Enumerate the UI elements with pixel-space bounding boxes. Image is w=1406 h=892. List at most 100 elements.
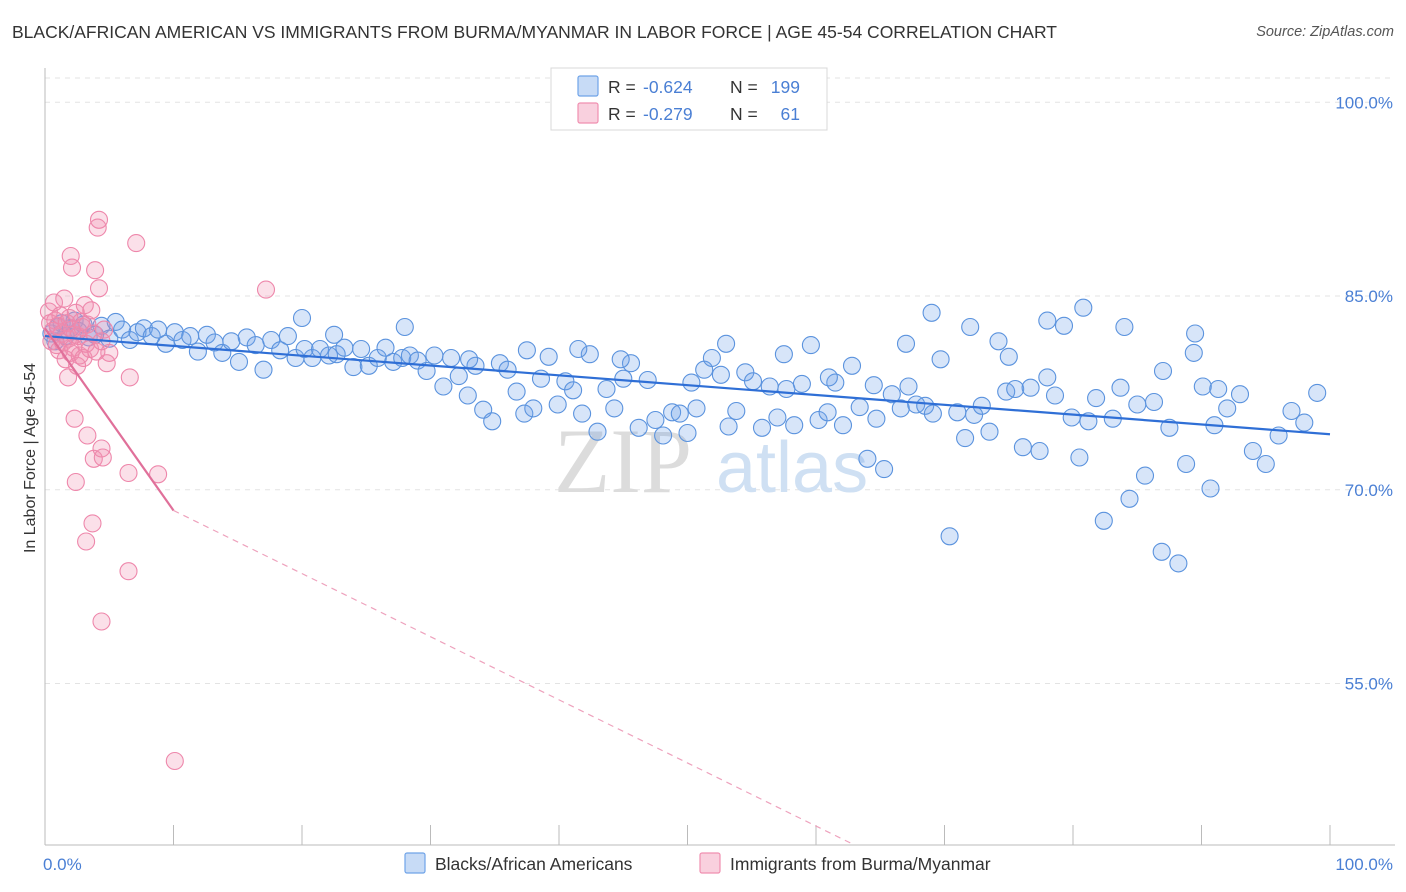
- blacks-point: [922, 303, 941, 322]
- blacks-point: [1160, 418, 1179, 437]
- blacks-point: [682, 373, 701, 392]
- blacks-point: [931, 350, 950, 369]
- blacks-point: [891, 399, 910, 418]
- burma-point: [78, 426, 97, 445]
- blacks-point: [1308, 383, 1327, 402]
- blacks-point: [1038, 368, 1057, 387]
- y-tick-label: 85.0%: [1345, 287, 1393, 306]
- burma-point: [86, 261, 105, 280]
- blacks-point: [580, 345, 599, 364]
- blacks-point: [1230, 385, 1250, 404]
- blacks-point: [1295, 413, 1314, 432]
- blacks-point: [1201, 479, 1220, 498]
- blacks-point: [896, 334, 916, 353]
- blacks-point: [611, 350, 630, 369]
- watermark: ZIP atlas: [554, 410, 868, 512]
- blacks-point: [229, 352, 249, 371]
- x-axis-tick-labels: 0.0% 100.0%: [43, 855, 1393, 874]
- blacks-point: [548, 395, 567, 414]
- blacks-point: [629, 418, 648, 437]
- blacks-point: [999, 347, 1018, 366]
- blacks-point: [1062, 408, 1081, 427]
- blacks-point: [980, 422, 999, 441]
- blacks-point: [278, 327, 297, 346]
- burma-point: [65, 409, 84, 428]
- bottom-legend-swatch-burma: [699, 852, 721, 874]
- chart-title: BLACK/AFRICAN AMERICAN VS IMMIGRANTS FRO…: [12, 22, 1057, 42]
- blacks-point: [727, 401, 746, 421]
- blacks-point: [752, 418, 772, 437]
- watermark-atlas: atlas: [716, 428, 868, 508]
- blacks-point: [588, 422, 607, 441]
- blacks-point: [254, 360, 273, 379]
- blacks-point: [717, 334, 736, 353]
- blacks-point: [743, 372, 763, 391]
- burma-point: [89, 279, 109, 298]
- series-blacks-points: [42, 298, 1327, 573]
- burma-point: [88, 218, 107, 237]
- blacks-point: [1209, 379, 1228, 399]
- blacks-point: [663, 403, 682, 422]
- burma-point: [66, 472, 85, 492]
- blacks-point: [792, 374, 811, 393]
- blacks-point: [188, 342, 207, 361]
- blacks-point: [1184, 343, 1203, 362]
- blacks-point: [940, 527, 959, 546]
- burma-point: [92, 612, 111, 631]
- blacks-point: [1256, 454, 1275, 474]
- bottom-legend-label-burma: Immigrants from Burma/Myanmar: [730, 854, 991, 874]
- legend-swatch-burma: [577, 102, 599, 124]
- blacks-point: [1115, 317, 1134, 337]
- trend-line-burma: [44, 327, 175, 512]
- blacks-point: [1128, 395, 1147, 414]
- blacks-point: [319, 346, 339, 365]
- blacks-point: [120, 330, 139, 350]
- blacks-point: [882, 385, 901, 404]
- blacks-point: [539, 347, 558, 366]
- blacks-point: [678, 423, 697, 443]
- blacks-point: [434, 377, 453, 396]
- legend-swatch-blacks: [577, 75, 599, 97]
- burma-point: [119, 463, 138, 483]
- axes: [44, 68, 1395, 846]
- blacks-point: [352, 339, 371, 359]
- burma-point: [256, 280, 276, 299]
- burma-point: [93, 448, 112, 467]
- blacks-point: [916, 396, 935, 415]
- y-tick-label: 70.0%: [1345, 481, 1393, 500]
- blacks-point: [1087, 389, 1106, 408]
- burma-point: [92, 439, 111, 458]
- blacks-point: [850, 398, 869, 417]
- blacks-point: [197, 325, 216, 344]
- blacks-point: [417, 361, 436, 381]
- blacks-point: [442, 348, 461, 368]
- legend-n-label-burma: N =: [730, 104, 758, 124]
- blacks-point: [956, 429, 975, 448]
- blacks-point: [515, 404, 534, 423]
- legend-r-label-blacks: R =: [608, 77, 636, 97]
- blacks-point: [875, 460, 894, 479]
- legend-n-value-burma: 61: [781, 104, 800, 124]
- blacks-point: [1006, 379, 1025, 399]
- blacks-point: [134, 319, 153, 338]
- blacks-point: [1144, 392, 1164, 412]
- blacks-point: [262, 330, 281, 350]
- blacks-point: [1243, 441, 1262, 461]
- blacks-point: [1153, 361, 1173, 381]
- burma-point: [165, 751, 184, 771]
- blacks-point: [785, 416, 804, 435]
- blacks-point: [1094, 511, 1113, 530]
- blacks-point: [292, 308, 312, 328]
- blacks-point: [1218, 399, 1237, 418]
- blacks-point: [507, 382, 526, 401]
- blacks-point: [1111, 378, 1130, 397]
- bottom-legend-swatch-blacks: [404, 852, 426, 874]
- burma-point: [127, 234, 146, 253]
- blacks-point: [1282, 401, 1301, 421]
- trend-line-blacks: [44, 334, 1331, 436]
- blacks-point: [777, 379, 796, 399]
- bottom-legend-label-blacks: Blacks/African Americans: [435, 854, 633, 874]
- burma-point: [100, 343, 119, 362]
- blacks-point: [972, 396, 991, 415]
